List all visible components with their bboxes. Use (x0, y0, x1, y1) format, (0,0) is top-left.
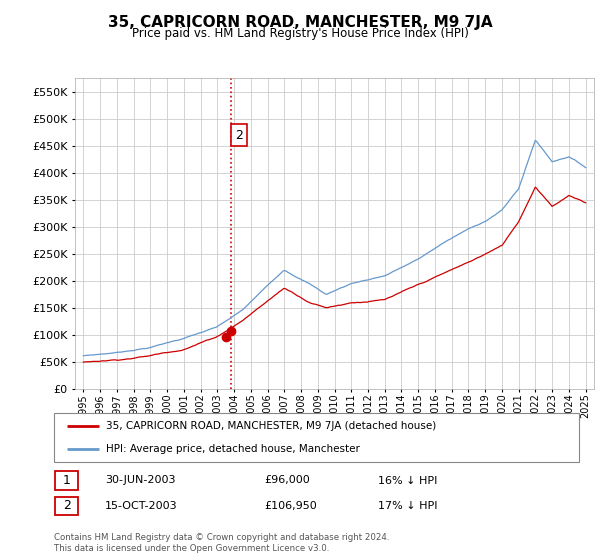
Text: £96,000: £96,000 (264, 475, 310, 486)
Text: 35, CAPRICORN ROAD, MANCHESTER, M9 7JA: 35, CAPRICORN ROAD, MANCHESTER, M9 7JA (107, 15, 493, 30)
Text: Contains HM Land Registry data © Crown copyright and database right 2024.
This d: Contains HM Land Registry data © Crown c… (54, 533, 389, 553)
Text: HPI: Average price, detached house, Manchester: HPI: Average price, detached house, Manc… (107, 444, 361, 454)
Text: 15-OCT-2003: 15-OCT-2003 (105, 501, 178, 511)
Text: 30-JUN-2003: 30-JUN-2003 (105, 475, 176, 486)
Text: 16% ↓ HPI: 16% ↓ HPI (378, 475, 437, 486)
Text: 2: 2 (235, 129, 243, 142)
Text: 2: 2 (62, 499, 71, 512)
Text: 35, CAPRICORN ROAD, MANCHESTER, M9 7JA (detached house): 35, CAPRICORN ROAD, MANCHESTER, M9 7JA (… (107, 421, 437, 431)
Text: £106,950: £106,950 (264, 501, 317, 511)
Text: 17% ↓ HPI: 17% ↓ HPI (378, 501, 437, 511)
Text: 1: 1 (62, 474, 71, 487)
Text: Price paid vs. HM Land Registry's House Price Index (HPI): Price paid vs. HM Land Registry's House … (131, 27, 469, 40)
